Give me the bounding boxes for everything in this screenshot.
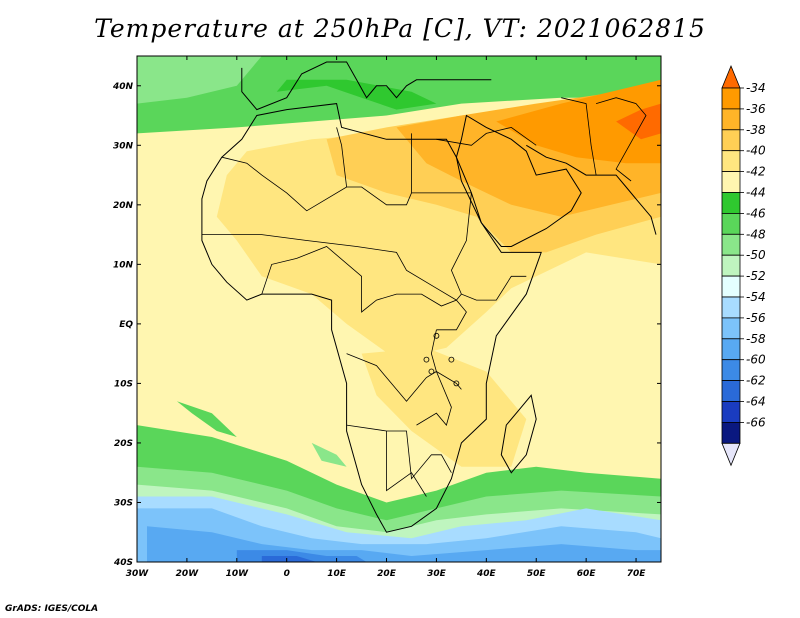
map-title: Temperature at 250hPa [C], VT: 202106281… <box>94 14 706 43</box>
asia-coastline <box>526 144 657 235</box>
lake-outline <box>453 380 460 387</box>
colorbar-swatch <box>721 317 741 340</box>
africa-coastline <box>201 103 542 533</box>
border-line <box>346 353 462 402</box>
colorbar-label: -42 <box>746 165 766 179</box>
plot-frame <box>136 55 662 563</box>
latitude-axis: 40N 30N 20N 10N EQ 10S 20S 30S 40S <box>112 82 661 568</box>
field-central-warm <box>361 347 527 467</box>
field-mideast-36 <box>496 79 661 164</box>
colorbar-label: -52 <box>746 269 766 283</box>
colorbar-swatch <box>721 192 741 214</box>
colorbar-swatch <box>721 171 741 193</box>
colorbar-label: -34 <box>746 81 766 95</box>
colorbar: -34 -36 -38 -40 -42 -44 -46 -48 -50 -52 -54 -56 -58 -… <box>721 64 766 467</box>
lat-tick-label: 40S <box>113 558 133 568</box>
lon-tick-label: 30W <box>126 569 150 579</box>
colorbar-top-arrow <box>721 64 741 89</box>
lon-tick-label: 20E <box>377 569 397 579</box>
lon-tick-label: 40E <box>476 569 497 579</box>
grads-credit: GrADS: IGES/COLA <box>5 604 99 614</box>
lat-tick-label: EQ <box>119 320 133 330</box>
colorbar-label: -36 <box>746 102 766 116</box>
border-line <box>450 192 527 301</box>
lake-outline <box>428 368 435 375</box>
border-line <box>261 246 467 331</box>
colorbar-swatch <box>721 401 741 423</box>
lat-tick-label: 40N <box>112 82 134 92</box>
field-south-62 <box>261 556 317 562</box>
lon-tick-label: 50E <box>527 569 547 579</box>
colorbar-label: -40 <box>746 144 766 158</box>
colorbar-label: -56 <box>746 311 766 325</box>
colorbar-swatch <box>721 359 741 382</box>
lake-outline <box>448 356 455 363</box>
colorbar-label: -38 <box>746 123 766 137</box>
country-borders <box>201 61 657 533</box>
colorbar-label: -66 <box>746 415 766 429</box>
border-line <box>386 431 427 497</box>
colorbar-label: -58 <box>746 332 766 346</box>
lake-outline <box>433 332 440 339</box>
colorbar-swatch <box>721 421 741 444</box>
colorbar-swatch <box>721 380 741 402</box>
lon-tick-label: 10W <box>226 569 250 579</box>
lon-tick-label: 20W <box>176 569 200 579</box>
europe-coastline <box>241 61 492 111</box>
colorbar-label: -54 <box>746 290 766 304</box>
colorbar-label: -46 <box>746 206 766 220</box>
field-hotspot-34 <box>616 103 661 140</box>
colorbar-label: -44 <box>746 186 766 200</box>
field-band-se <box>311 442 347 467</box>
lon-tick-label: 30E <box>427 569 447 579</box>
colorbar-label: -64 <box>746 395 766 409</box>
lat-tick-label: 10N <box>113 260 134 270</box>
field-north-darkgreen <box>276 79 437 110</box>
madagascar-coastline <box>500 394 537 474</box>
arabia-coastline <box>455 114 582 247</box>
colorbar-label: -62 <box>746 374 766 388</box>
border-line <box>561 97 597 176</box>
colorbar-label: -60 <box>746 353 766 367</box>
colorbar-label: -48 <box>746 227 766 241</box>
colorbar-swatch <box>721 275 741 298</box>
field-band-sw <box>176 401 237 437</box>
longitude-axis: 30W 20W 10W 0 10E 20E 30E 40E 50E 60E 70E <box>126 56 646 579</box>
border-line <box>201 234 462 301</box>
lat-tick-label: 30S <box>114 498 133 508</box>
colorbar-bottom-arrow <box>721 442 741 467</box>
colorbar-swatch <box>721 150 741 172</box>
border-line <box>416 329 452 426</box>
colorbar-swatch <box>721 338 741 361</box>
lat-tick-label: 10S <box>114 379 133 389</box>
colorbar-swatch <box>721 233 741 256</box>
colorbar-swatch <box>721 254 741 277</box>
colorbar-swatch <box>721 212 741 235</box>
border-line <box>436 126 537 146</box>
colorbar-swatch <box>721 108 741 131</box>
temperature-field <box>137 56 661 562</box>
colorbar-swatch <box>721 129 741 152</box>
lake-outline <box>423 356 430 363</box>
lon-tick-label: 70E <box>627 569 647 579</box>
lat-tick-label: 30N <box>113 141 134 151</box>
border-line <box>336 127 347 188</box>
colorbar-swatch <box>721 87 741 110</box>
lon-tick-label: 60E <box>577 569 597 579</box>
lon-tick-label: 0 <box>284 569 290 579</box>
border-line <box>595 97 647 182</box>
lat-tick-label: 20N <box>113 201 134 211</box>
colorbar-label: -50 <box>746 248 766 262</box>
colorbar-swatch <box>721 296 741 319</box>
lon-tick-label: 10E <box>327 569 347 579</box>
field-north-lightgreen <box>137 56 262 104</box>
lat-tick-label: 20S <box>114 439 133 449</box>
